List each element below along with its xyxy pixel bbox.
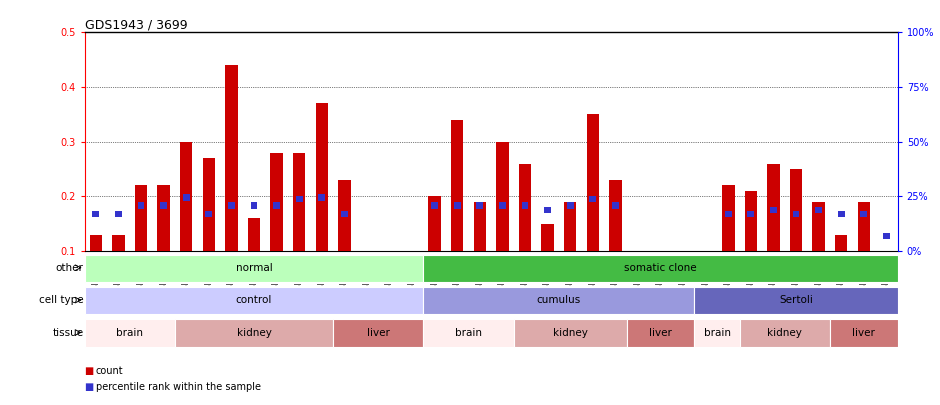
Text: ■: ■ xyxy=(85,382,94,392)
Bar xyxy=(883,232,890,239)
Bar xyxy=(175,320,333,347)
Bar xyxy=(134,185,148,251)
Text: brain: brain xyxy=(703,328,730,337)
Bar xyxy=(514,320,627,347)
Bar xyxy=(609,180,621,251)
Bar xyxy=(89,234,102,251)
Bar xyxy=(857,202,870,251)
Bar xyxy=(85,320,175,347)
Text: somatic clone: somatic clone xyxy=(624,263,697,273)
Bar xyxy=(567,202,573,209)
Text: liver: liver xyxy=(367,328,390,337)
Bar xyxy=(612,202,619,209)
Bar xyxy=(499,202,506,209)
Text: brain: brain xyxy=(117,328,143,337)
Bar xyxy=(695,287,898,314)
Bar xyxy=(160,202,167,209)
Bar xyxy=(812,202,825,251)
Bar xyxy=(429,196,441,251)
Bar xyxy=(137,202,145,209)
Bar xyxy=(587,115,599,251)
Bar xyxy=(830,320,898,347)
Bar xyxy=(203,158,215,251)
Bar xyxy=(860,211,868,217)
Bar xyxy=(474,202,486,251)
Text: liver: liver xyxy=(650,328,672,337)
Text: control: control xyxy=(236,295,273,305)
Bar xyxy=(293,153,306,251)
Bar xyxy=(274,202,280,209)
Text: brain: brain xyxy=(455,328,482,337)
Text: other: other xyxy=(55,263,84,273)
Bar xyxy=(722,185,734,251)
Bar xyxy=(589,196,596,202)
Bar xyxy=(271,153,283,251)
Bar xyxy=(338,180,351,251)
Bar xyxy=(815,207,822,213)
Bar xyxy=(92,211,100,217)
Bar xyxy=(182,194,190,201)
Text: GDS1943 / 3699: GDS1943 / 3699 xyxy=(85,18,187,31)
Text: tissue: tissue xyxy=(53,328,84,337)
Bar xyxy=(770,207,776,213)
Bar xyxy=(627,320,695,347)
Text: ■: ■ xyxy=(85,366,94,375)
Bar xyxy=(838,211,845,217)
Bar xyxy=(695,320,740,347)
Bar xyxy=(85,287,423,314)
Bar xyxy=(85,255,423,282)
Bar xyxy=(451,120,463,251)
Text: kidney: kidney xyxy=(237,328,272,337)
Bar xyxy=(792,211,800,217)
Text: kidney: kidney xyxy=(553,328,588,337)
Bar xyxy=(157,185,170,251)
Text: cumulus: cumulus xyxy=(537,295,581,305)
Text: cell type: cell type xyxy=(39,295,84,305)
Bar xyxy=(206,211,212,217)
Bar xyxy=(423,255,898,282)
Bar xyxy=(228,202,235,209)
Bar xyxy=(112,234,125,251)
Bar xyxy=(431,202,438,209)
Bar xyxy=(790,169,802,251)
Text: kidney: kidney xyxy=(767,328,802,337)
Bar xyxy=(744,191,757,251)
Bar xyxy=(180,142,193,251)
Bar xyxy=(115,211,122,217)
Bar xyxy=(740,320,830,347)
Bar xyxy=(564,202,576,251)
Bar xyxy=(541,224,554,251)
Bar xyxy=(477,202,483,209)
Bar xyxy=(316,103,328,251)
Bar xyxy=(747,211,754,217)
Bar xyxy=(519,164,531,251)
Bar xyxy=(251,202,258,209)
Bar xyxy=(296,196,303,202)
Text: Sertoli: Sertoli xyxy=(779,295,813,305)
Bar xyxy=(767,164,779,251)
Bar xyxy=(423,320,514,347)
Text: normal: normal xyxy=(236,263,273,273)
Bar xyxy=(725,211,731,217)
Bar xyxy=(496,142,509,251)
Bar xyxy=(454,202,461,209)
Bar xyxy=(319,194,325,201)
Bar xyxy=(835,234,848,251)
Bar xyxy=(522,202,528,209)
Bar xyxy=(226,65,238,251)
Bar xyxy=(333,320,423,347)
Text: percentile rank within the sample: percentile rank within the sample xyxy=(96,382,261,392)
Bar xyxy=(341,211,348,217)
Text: liver: liver xyxy=(853,328,875,337)
Bar xyxy=(423,287,695,314)
Bar xyxy=(544,207,551,213)
Bar xyxy=(248,218,260,251)
Text: count: count xyxy=(96,366,123,375)
